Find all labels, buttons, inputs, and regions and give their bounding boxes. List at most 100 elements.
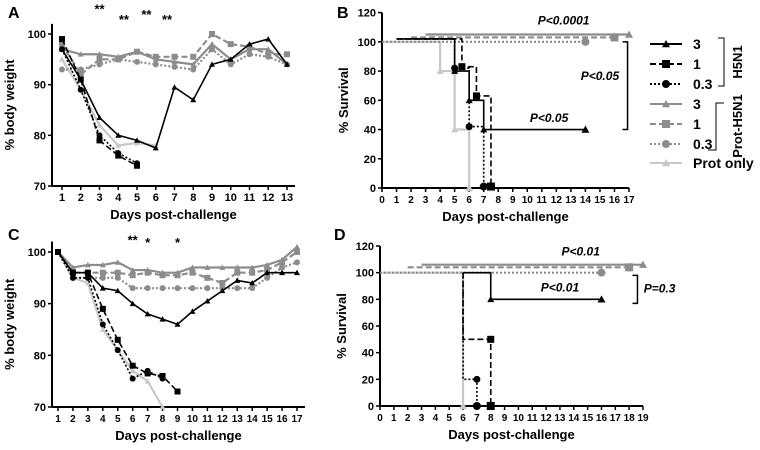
circle-marker [99, 321, 106, 328]
x-tick-label: 5 [134, 192, 140, 204]
series-line [57, 246, 298, 274]
circle-marker [581, 37, 590, 46]
panel-label: C [8, 227, 20, 244]
y-axis-label: % Survival [334, 293, 349, 359]
circle-marker [279, 264, 286, 271]
triangle-marker [115, 132, 122, 138]
y-tick-label: 60 [362, 321, 374, 333]
annotation: ** [128, 232, 139, 247]
triangle-marker [265, 36, 272, 42]
x-tick-label: 4 [100, 414, 106, 425]
x-tick-label: 17 [291, 414, 303, 425]
triangle-marker [59, 46, 65, 52]
triangle-marker [581, 125, 590, 133]
triangle-marker [219, 287, 226, 294]
triangle-marker [96, 114, 103, 120]
square-marker [96, 137, 103, 144]
panel-label: A [8, 5, 20, 22]
y-tick-label: 60 [364, 95, 376, 107]
legend-entry: 0.3 [650, 76, 713, 92]
circle-marker [59, 66, 65, 73]
square-marker [279, 259, 286, 266]
circle-marker [96, 61, 103, 68]
triangle-marker [459, 402, 467, 409]
y-tick-label: 70 [34, 181, 46, 193]
x-tick-label: 2 [78, 192, 84, 204]
circle-marker [134, 58, 140, 65]
triangle-marker [134, 48, 140, 55]
x-tick-label: 14 [568, 413, 580, 424]
y-tick-label: 100 [356, 268, 374, 280]
square-marker [114, 269, 121, 276]
annotation: ** [94, 2, 105, 17]
x-tick-label: 1 [394, 195, 400, 206]
triangle-marker [662, 40, 670, 48]
triangle-marker [77, 76, 84, 82]
triangle-marker [625, 30, 633, 38]
x-tick-label: 16 [609, 195, 621, 206]
triangle-marker [227, 56, 234, 62]
x-tick-label: 0 [377, 413, 383, 424]
triangle-marker [487, 295, 495, 303]
legend-label: 0.3 [693, 136, 713, 152]
triangle-marker [264, 269, 271, 276]
triangle-marker [265, 46, 272, 52]
square-marker [284, 51, 290, 58]
circle-marker [597, 268, 606, 277]
square-marker [294, 249, 300, 255]
triangle-marker [246, 41, 253, 47]
square-marker [487, 335, 495, 343]
circle-marker [264, 274, 271, 281]
x-tick-label: 7 [145, 414, 151, 425]
triangle-marker [189, 264, 196, 270]
square-marker [159, 373, 166, 379]
square-marker [129, 272, 136, 279]
triangle-marker [114, 287, 121, 294]
triangle-marker [249, 264, 256, 270]
x-tick-label: 11 [537, 195, 548, 206]
triangle-marker [189, 308, 196, 314]
series-line [380, 271, 465, 406]
x-tick-label: 17 [623, 195, 635, 206]
x-tick-label: 7 [171, 192, 177, 204]
triangle-marker [480, 126, 488, 133]
triangle-marker [174, 321, 181, 327]
circle-marker [77, 86, 84, 93]
triangle-marker [159, 316, 166, 322]
circle-marker [227, 61, 234, 68]
triangle-marker [279, 256, 286, 263]
chart-panel-C: C1 2 3 4 5 6 7 8 9 10 11 12 13 14 15 16 17708090100Days … [2, 227, 305, 443]
legend-entry: 1 [650, 116, 701, 132]
circle-marker [473, 375, 481, 383]
x-tick-label: 8 [488, 413, 494, 424]
circle-marker [174, 285, 181, 292]
y-axis-label: % body weight [2, 278, 17, 370]
square-marker [115, 152, 122, 159]
legend-group-prot-h5n1: Prot-H5N1 [730, 94, 745, 158]
triangle-marker [190, 96, 197, 103]
x-tick-label: 15 [594, 195, 606, 206]
square-marker [227, 41, 234, 48]
x-tick-label: 12 [541, 413, 553, 424]
triangle-marker [436, 67, 444, 74]
square-marker [114, 336, 121, 343]
y-tick-label: 90 [34, 80, 46, 92]
square-marker [115, 56, 122, 63]
circle-marker [294, 259, 300, 266]
triangle-marker [55, 249, 61, 255]
square-marker [662, 60, 670, 68]
x-tick-label: 4 [433, 413, 439, 424]
circle-marker [480, 183, 488, 191]
circle-marker [84, 274, 91, 281]
annotation: P<0.0001 [538, 13, 590, 27]
circle-marker [662, 140, 670, 148]
circle-marker [171, 63, 178, 70]
triangle-marker [662, 100, 670, 108]
square-marker [249, 269, 256, 276]
square-marker [204, 274, 211, 281]
circle-marker [114, 274, 121, 281]
annotation: P<0.05 [581, 69, 620, 83]
legend-label: 3 [693, 96, 701, 112]
x-tick-label: 12 [551, 195, 563, 206]
